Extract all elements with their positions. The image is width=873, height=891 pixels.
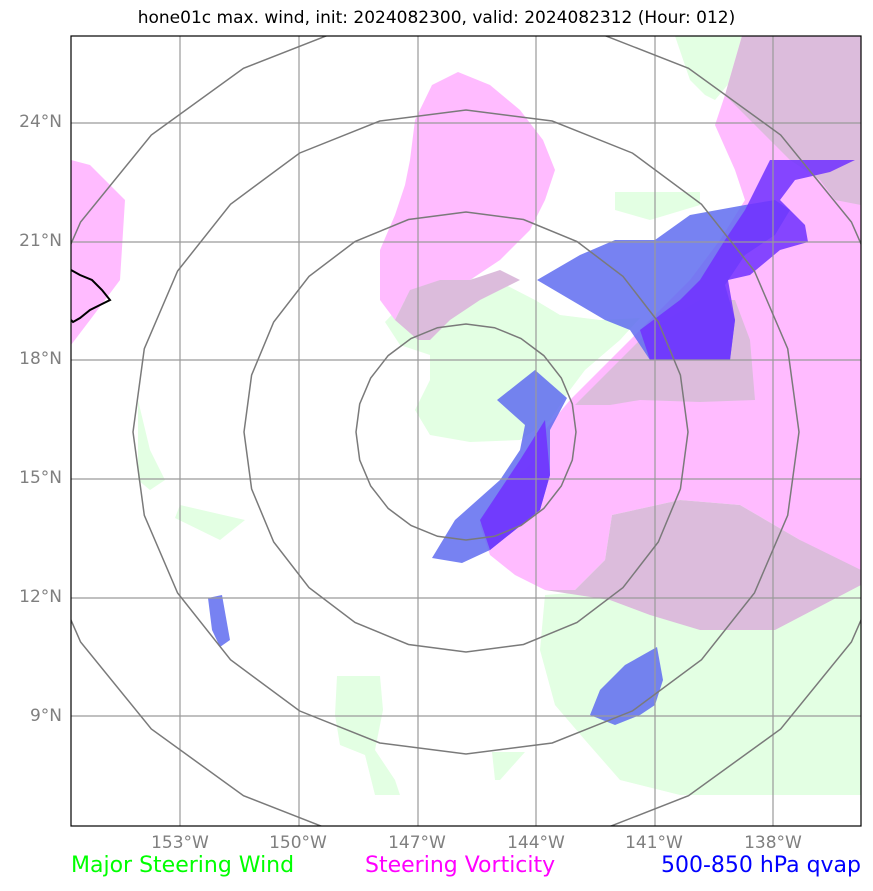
lon-label: 150°W <box>269 833 327 853</box>
vorticity-region <box>71 160 125 345</box>
wind-region <box>175 505 245 540</box>
qvap-region <box>590 647 663 725</box>
distance-ring <box>355 323 577 541</box>
legend-qvap: 500-850 hPa qvap <box>660 853 861 878</box>
overlap-region <box>395 270 520 340</box>
legend-steering-wind: Major Steering Wind <box>71 853 295 878</box>
map-title: hone01c max. wind, init: 2024082300, val… <box>137 8 736 28</box>
wind-region <box>675 36 742 100</box>
lon-label: 144°W <box>507 833 565 853</box>
gridlines <box>71 36 861 826</box>
qvap-dark-layer <box>480 160 855 550</box>
wind-region <box>492 752 525 780</box>
lon-label: 153°W <box>151 833 209 853</box>
qvap-dark-region <box>480 420 550 550</box>
plot-frame <box>70 35 862 827</box>
lat-label: 15°N <box>19 468 62 488</box>
distance-ring <box>71 36 861 826</box>
distance-ring <box>132 109 800 755</box>
distance-ring <box>243 211 689 653</box>
qvap-region <box>208 595 230 647</box>
legend-steering-vorticity: Steering Vorticity <box>365 853 556 878</box>
lat-label: 24°N <box>19 112 62 132</box>
wind-region <box>615 192 700 220</box>
lat-label: 21°N <box>19 231 62 251</box>
lon-label: 138°W <box>744 833 802 853</box>
lat-label: 12°N <box>19 587 62 607</box>
lat-label: 9°N <box>29 706 62 726</box>
steering-wind-layer <box>138 36 861 795</box>
vorticity-region <box>380 72 555 320</box>
lon-label: 141°W <box>625 833 683 853</box>
wind-region <box>540 580 861 795</box>
lon-label: 147°W <box>388 833 446 853</box>
wind-region <box>335 676 400 795</box>
coastline <box>71 269 112 324</box>
distance-rings <box>71 36 861 826</box>
qvap-dark-region <box>640 160 855 360</box>
lat-label: 18°N <box>19 349 62 369</box>
wind-region <box>138 400 165 490</box>
